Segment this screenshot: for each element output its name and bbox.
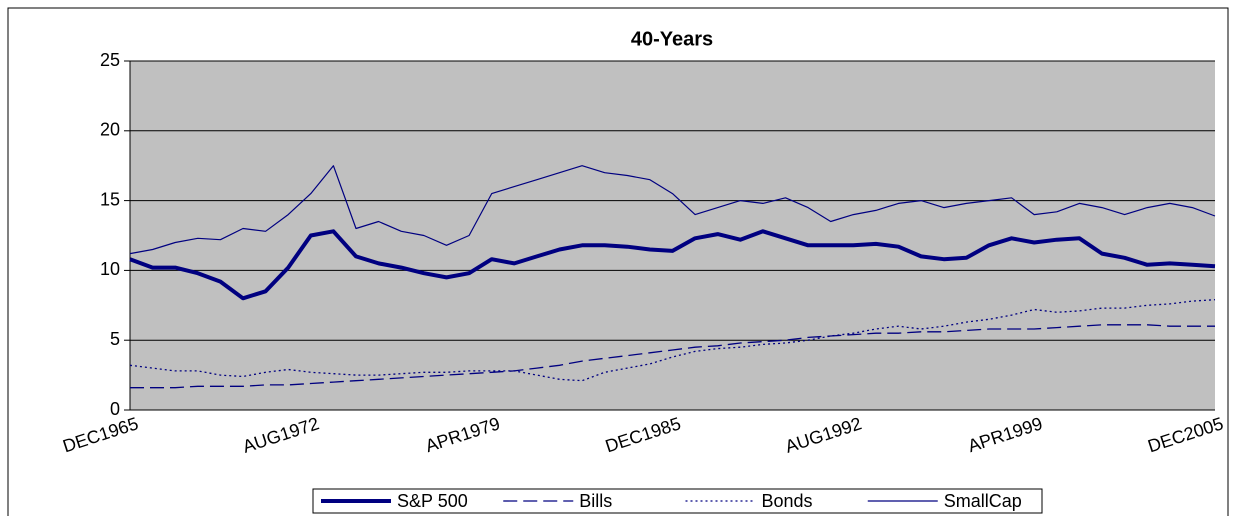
legend-label: S&P 500 bbox=[397, 491, 468, 511]
legend-label: Bonds bbox=[762, 491, 813, 511]
series-line bbox=[130, 324, 1215, 389]
y-tick-label: 5 bbox=[110, 329, 120, 349]
y-tick-label: 20 bbox=[100, 120, 120, 140]
y-tick-label: 10 bbox=[100, 259, 120, 279]
chart-title: 40-Years bbox=[631, 28, 713, 50]
series-line bbox=[129, 229, 1216, 301]
y-tick-label: 25 bbox=[100, 50, 120, 70]
legend-label: SmallCap bbox=[944, 491, 1022, 511]
y-tick-label: 0 bbox=[110, 399, 120, 419]
plot-area bbox=[130, 61, 1215, 410]
series-line bbox=[129, 165, 1216, 255]
legend-label: Bills bbox=[579, 491, 612, 511]
y-tick-label: 15 bbox=[100, 189, 120, 209]
